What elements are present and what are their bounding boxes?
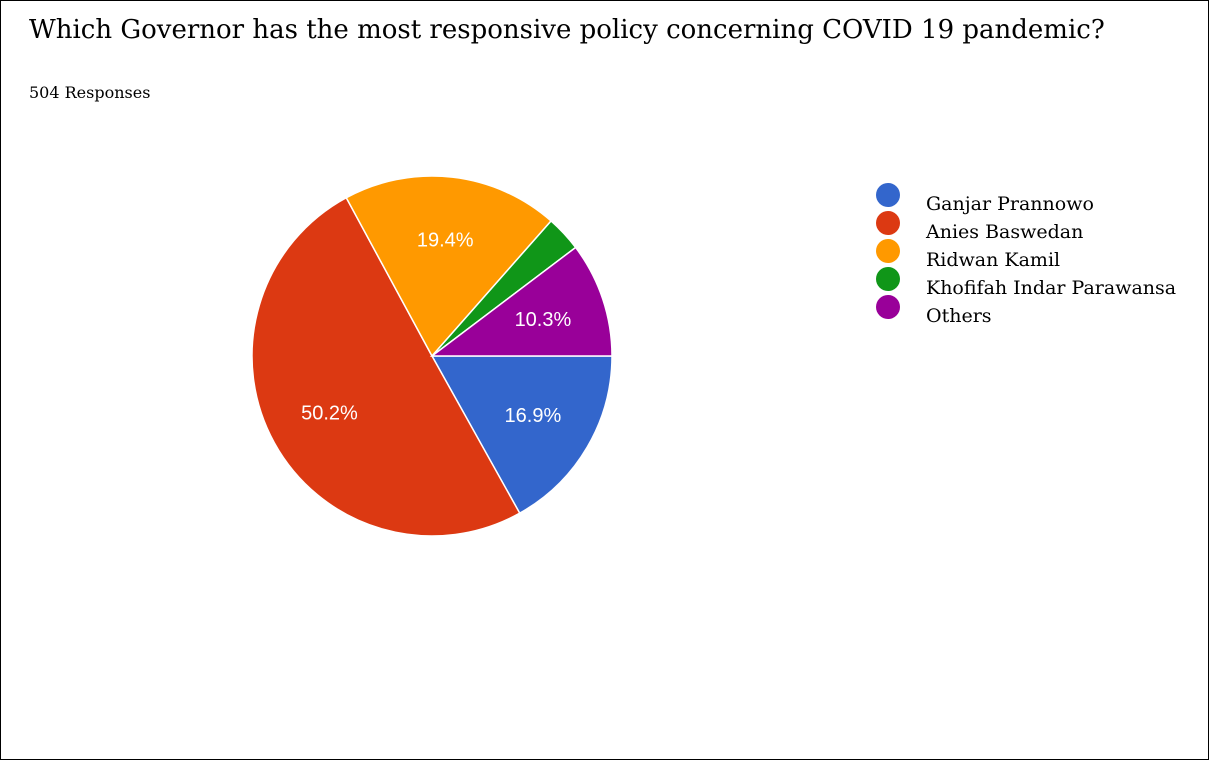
slice-label-anies-baswedan: 50.2% xyxy=(301,402,358,424)
legend-swatch-icon xyxy=(876,295,900,319)
legend-swatch-icon xyxy=(876,211,900,235)
slice-label-others: 10.3% xyxy=(515,309,572,331)
response-count: 504 Responses xyxy=(29,83,151,102)
legend-label: Ganjar Prannowo xyxy=(926,193,1094,215)
legend-label: Others xyxy=(926,305,992,327)
slice-label-ganjar-prannowo: 16.9% xyxy=(505,405,562,427)
legend-label: Khofifah Indar Parawansa xyxy=(926,277,1177,299)
pie-slice-others xyxy=(429,246,613,357)
pie-slice-ridwan-kamil xyxy=(345,175,553,358)
legend-label: Ridwan Kamil xyxy=(926,249,1061,271)
pie-slice-anies-baswedan xyxy=(251,196,521,537)
pie-chart: 16.9% 50.2% 19.4% 10.3% xyxy=(251,175,613,537)
legend-swatch-icon xyxy=(876,183,900,207)
legend-swatch-icon xyxy=(876,239,900,263)
slice-label-ridwan-kamil: 19.4% xyxy=(417,230,474,252)
chart-title: Which Governor has the most responsive p… xyxy=(29,15,1105,45)
legend-swatch-icon xyxy=(876,267,900,291)
pie-slice-ganjar-prannowo xyxy=(430,355,613,515)
legend-label: Anies Baswedan xyxy=(926,221,1084,243)
